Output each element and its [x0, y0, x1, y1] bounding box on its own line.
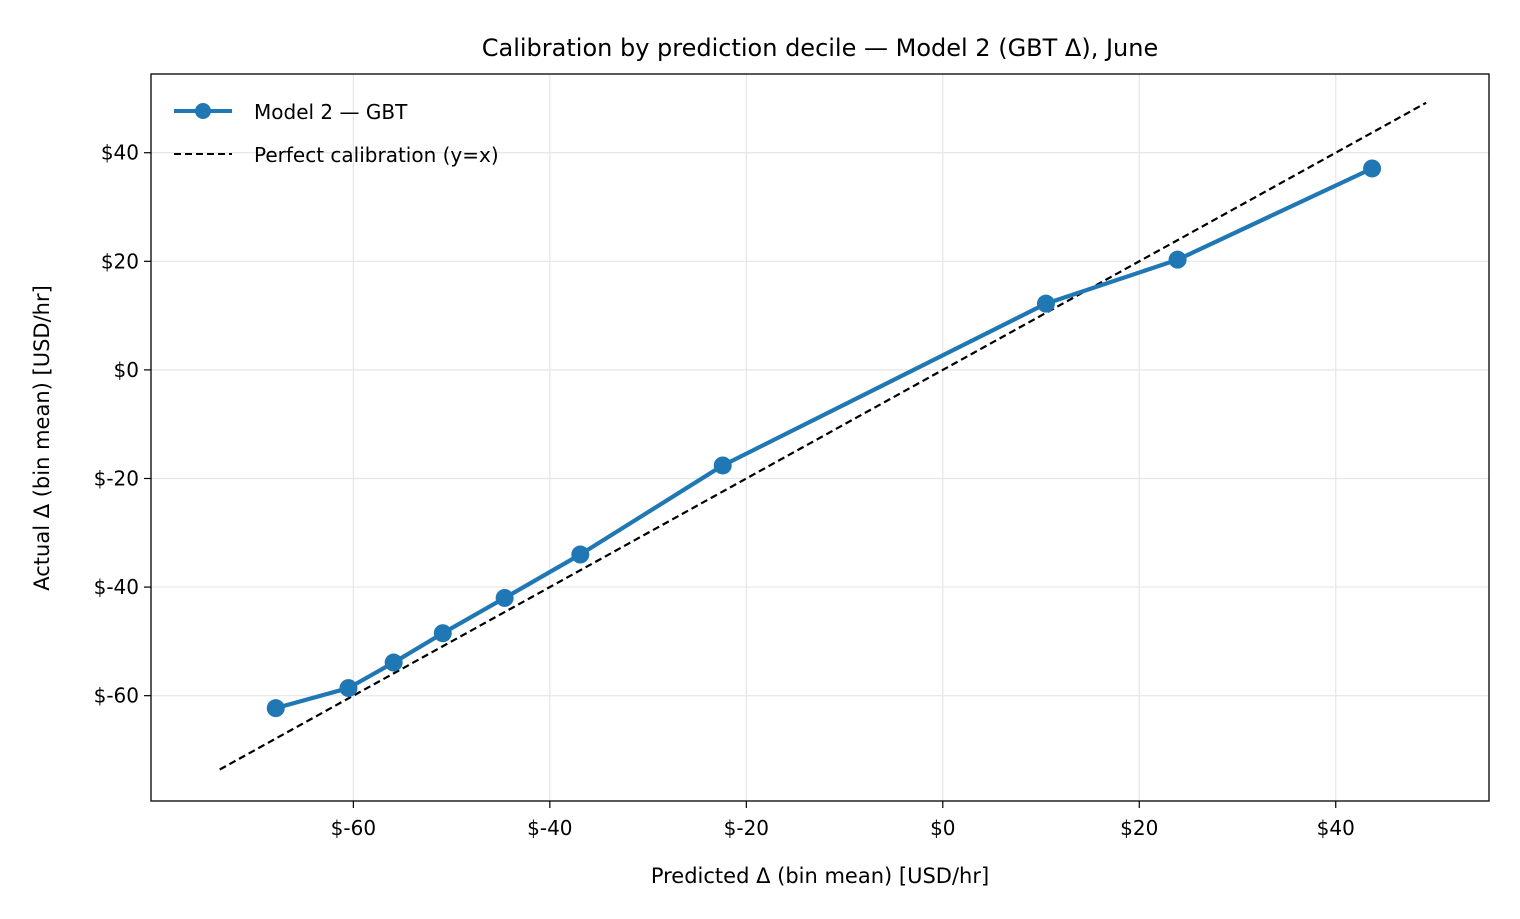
series-layer	[219, 101, 1427, 771]
x-tick-label: $-20	[724, 816, 769, 840]
legend-model-label: Model 2 — GBT	[254, 100, 408, 124]
model-data-point	[713, 456, 732, 475]
y-tick-label: $40	[101, 141, 139, 165]
chart-title: Calibration by prediction decile — Model…	[482, 34, 1158, 62]
x-tick-label: $-60	[331, 816, 376, 840]
y-tick-label: $-60	[94, 684, 139, 708]
x-tick-label: $40	[1317, 816, 1355, 840]
perfect-calibration-line	[219, 101, 1427, 771]
legend: Model 2 — GBT Perfect calibration (y=x)	[174, 100, 499, 167]
y-tick-label: $-20	[94, 466, 139, 490]
x-axis-label: Predicted Δ (bin mean) [USD/hr]	[651, 864, 989, 888]
y-tick-label: $0	[114, 358, 139, 382]
grid	[151, 74, 1489, 801]
plot-frame	[150, 73, 1490, 802]
model-data-point	[384, 653, 403, 672]
legend-model-marker	[195, 103, 211, 119]
model-data-point	[339, 679, 358, 698]
y-tick-label: $-40	[94, 575, 139, 599]
y-tick-label: $20	[101, 249, 139, 273]
model-series-line	[275, 166, 1373, 711]
model-data-point	[1363, 159, 1382, 178]
model-data-point	[433, 624, 452, 643]
model-data-point	[1168, 250, 1187, 269]
x-tick-label: $20	[1120, 816, 1158, 840]
x-tick-label: $0	[930, 816, 955, 840]
model-data-point	[266, 699, 285, 718]
x-tick-label: $-40	[527, 816, 572, 840]
y-axis-label: Actual Δ (bin mean) [USD/hr]	[30, 285, 54, 591]
legend-perfect-label: Perfect calibration (y=x)	[254, 143, 499, 167]
model-data-point	[1036, 294, 1055, 313]
model-data-point	[571, 545, 590, 564]
axis-ticks: $-60 $-40 $-20 $0 $20 $40 $-60 $-40 $-20 $0 $20 $40	[94, 141, 1355, 840]
model-data-point	[495, 588, 514, 607]
